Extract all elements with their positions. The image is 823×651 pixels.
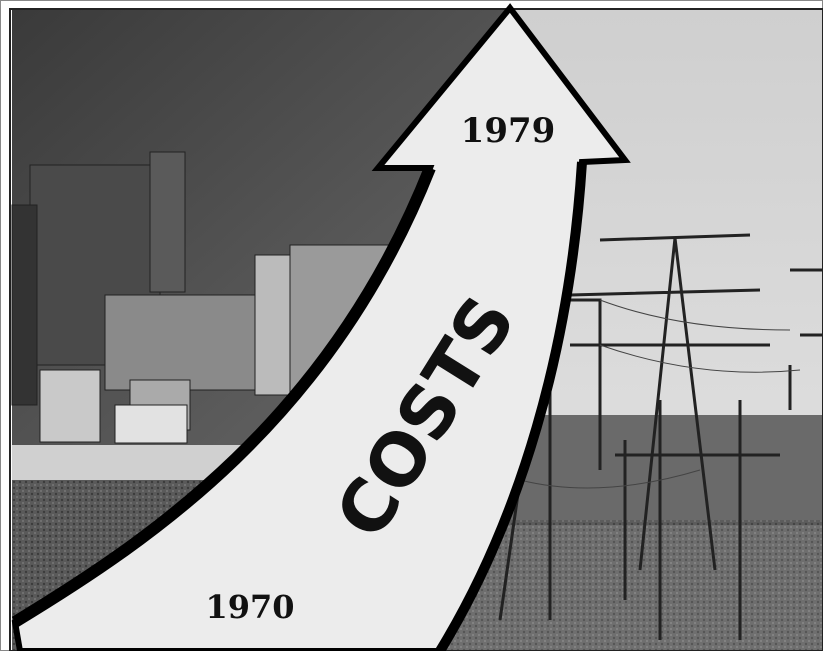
bottom-year: 1970 xyxy=(205,588,294,626)
page: 1979 COSTS 1970 (() => { const data = JS… xyxy=(0,0,823,651)
top-year: 1979 xyxy=(461,111,556,151)
photo-illustration: 1979 COSTS 1970 xyxy=(0,0,823,651)
